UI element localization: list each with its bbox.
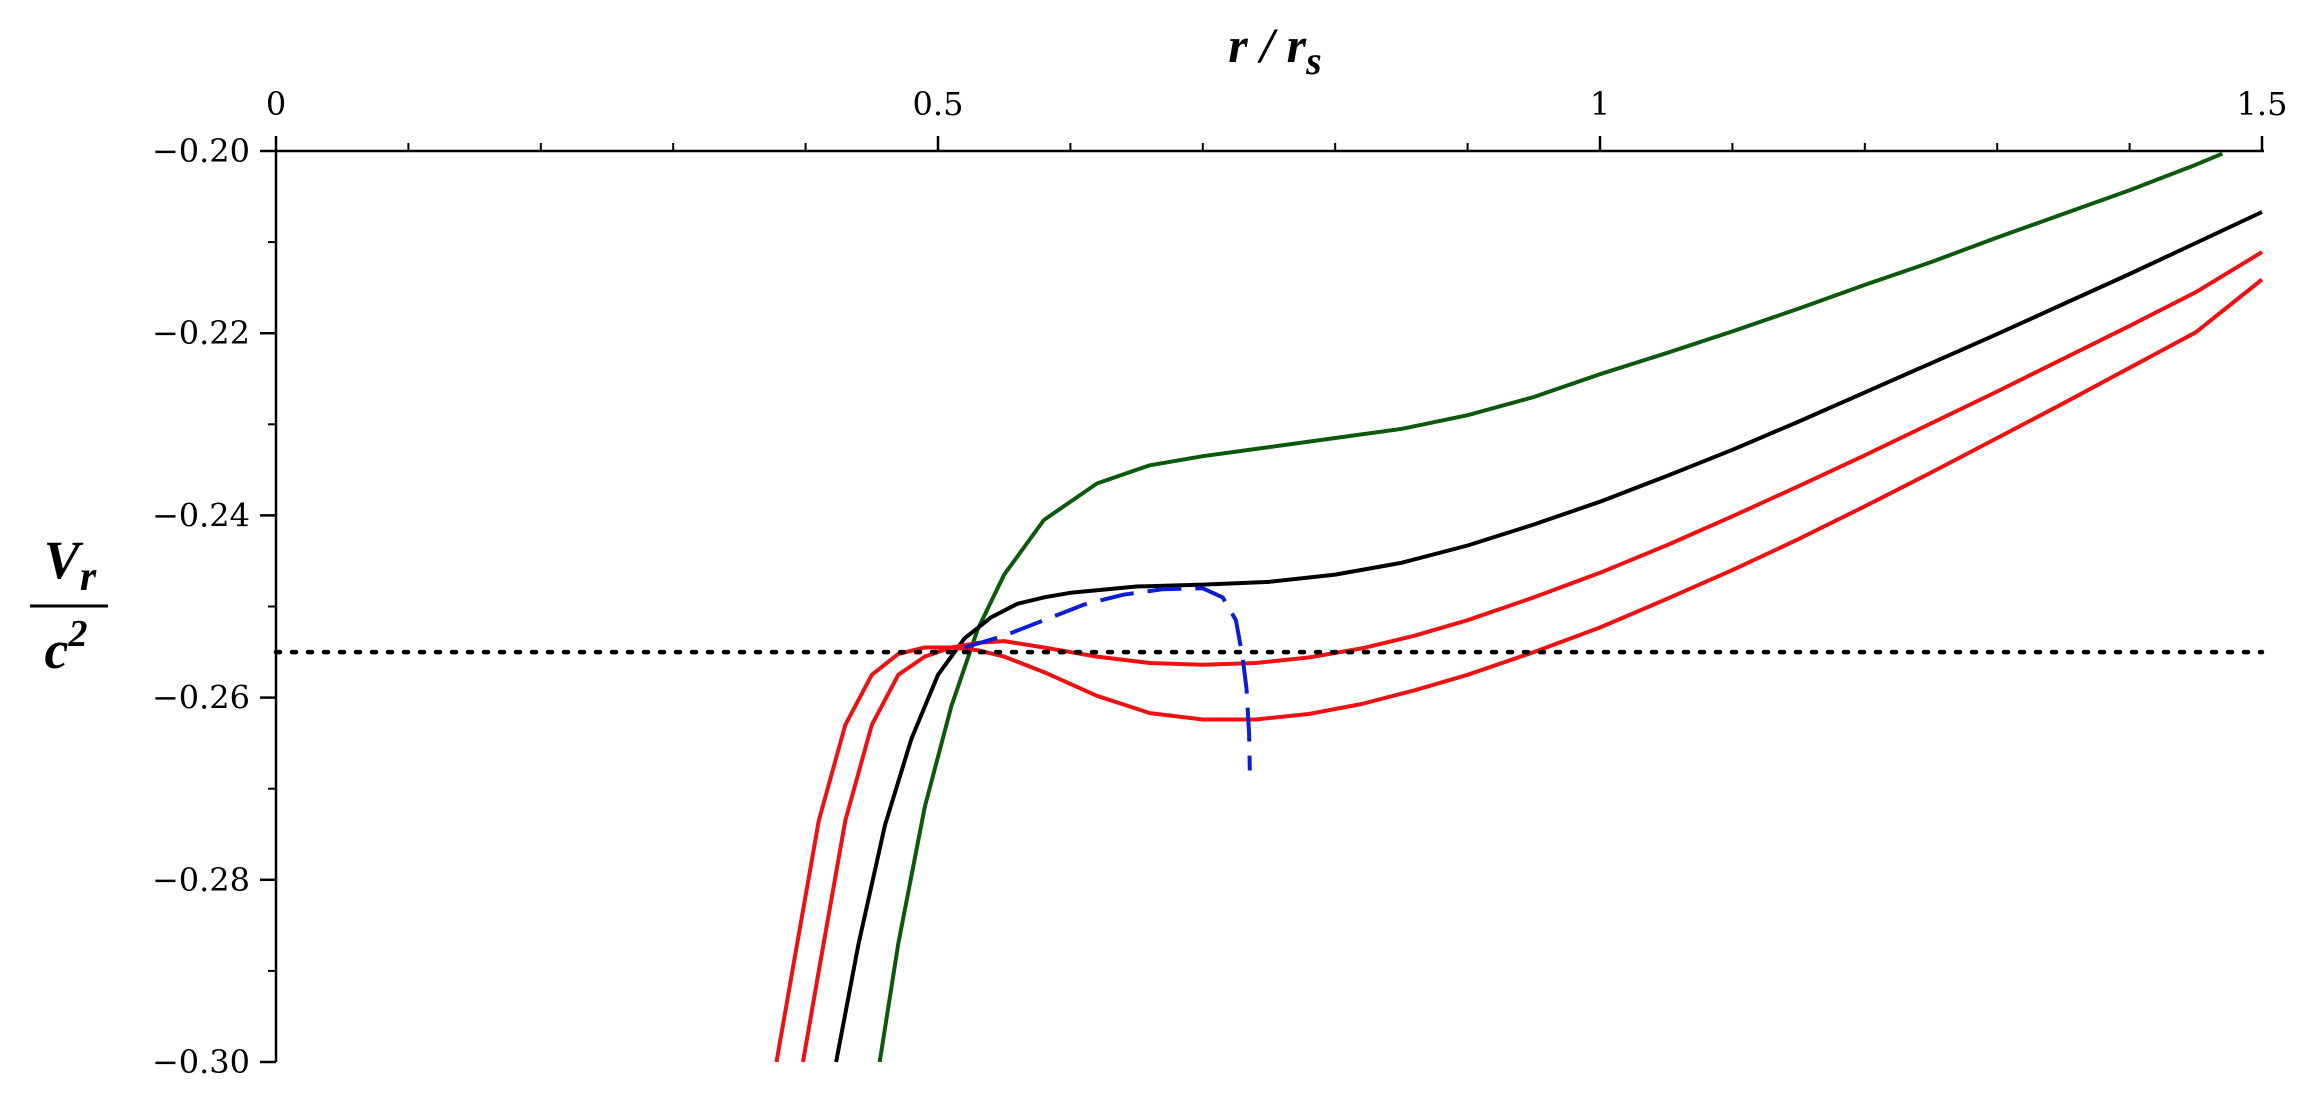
y-axis-title-numerator-main: V xyxy=(44,530,84,590)
y-axis-title-numerator: Vr xyxy=(44,530,97,600)
y-axis-title-denominator-superscript: 2 xyxy=(67,613,87,655)
x-axis-title-subscript: s xyxy=(1305,38,1322,83)
x-tick-label: 1 xyxy=(1590,85,1610,123)
y-tick-label: −0.22 xyxy=(152,314,250,352)
y-axis-title-numerator-subscript: r xyxy=(80,554,97,600)
axes: 0 0.5 1 1.5 −0.20 −0.22 −0.24 −0.26 −0.28 −0.30 xyxy=(152,85,2288,1081)
y-tick-label: −0.30 xyxy=(152,1043,250,1081)
x-tick-label: 0.5 xyxy=(913,85,964,123)
series-line-3 xyxy=(801,250,2264,1063)
y-tick-label: −0.26 xyxy=(152,679,250,717)
x-tick-label: 0 xyxy=(266,85,286,123)
series-line-2 xyxy=(834,210,2263,1063)
y-axis-title-denominator: c2 xyxy=(45,613,88,680)
x-axis-title-main: r / r xyxy=(1228,17,1306,73)
x-axis-title: r / rs xyxy=(1228,17,1321,83)
y-tick-label: −0.24 xyxy=(152,496,250,534)
y-tick-label: −0.28 xyxy=(152,861,250,899)
series-line-5 xyxy=(963,586,1252,771)
series-group xyxy=(273,151,2265,1063)
y-axis-title: Vr c2 xyxy=(30,530,108,680)
y-axis-title-denominator-main: c xyxy=(45,620,69,680)
series-line-1 xyxy=(877,151,2224,1063)
y-tick-label: −0.20 xyxy=(152,132,250,170)
x-tick-label: 1.5 xyxy=(2237,85,2288,123)
series-line-4 xyxy=(774,277,2264,1063)
